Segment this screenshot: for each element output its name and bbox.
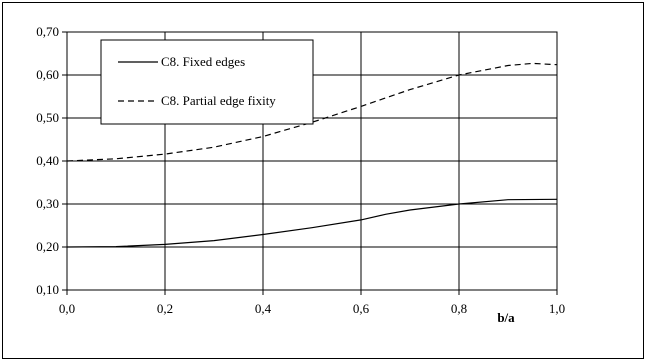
y-tick-label: 0,20: [36, 239, 59, 254]
x-tick-label: 0,8: [451, 301, 467, 316]
y-tick-label: 0,50: [36, 110, 59, 125]
legend-box: [100, 39, 314, 125]
x-tick-label: 0,2: [157, 301, 173, 316]
y-tick-label: 0,70: [36, 24, 59, 39]
series-lines: [66, 62, 558, 248]
x-tick-label: 1,0: [549, 301, 565, 316]
legend: C8. Fixed edges C8. Partial edge fixity: [100, 39, 314, 125]
x-axis-label: b/a: [497, 310, 515, 325]
x-tick-label: 0,6: [353, 301, 370, 316]
y-tick-label: 0,30: [36, 196, 59, 211]
y-tick-label: 0,60: [36, 67, 59, 82]
x-tick-label: 0,4: [255, 301, 272, 316]
x-tick-label: 0,0: [59, 301, 75, 316]
y-axis-ticks: 0,10 0,20 0,30 0,40 0,50 0,60 0,70: [36, 24, 67, 297]
y-tick-label: 0,40: [36, 153, 59, 168]
legend-label-1: C8. Fixed edges: [161, 54, 245, 69]
series-line-1: [66, 198, 558, 248]
series-line-2: [66, 62, 558, 162]
legend-label-2: C8. Partial edge fixity: [161, 93, 276, 108]
x-axis-ticks: 0,0 0,2 0,4 0,6 0,8 1,0: [59, 290, 565, 316]
y-tick-label: 0,10: [36, 282, 59, 297]
